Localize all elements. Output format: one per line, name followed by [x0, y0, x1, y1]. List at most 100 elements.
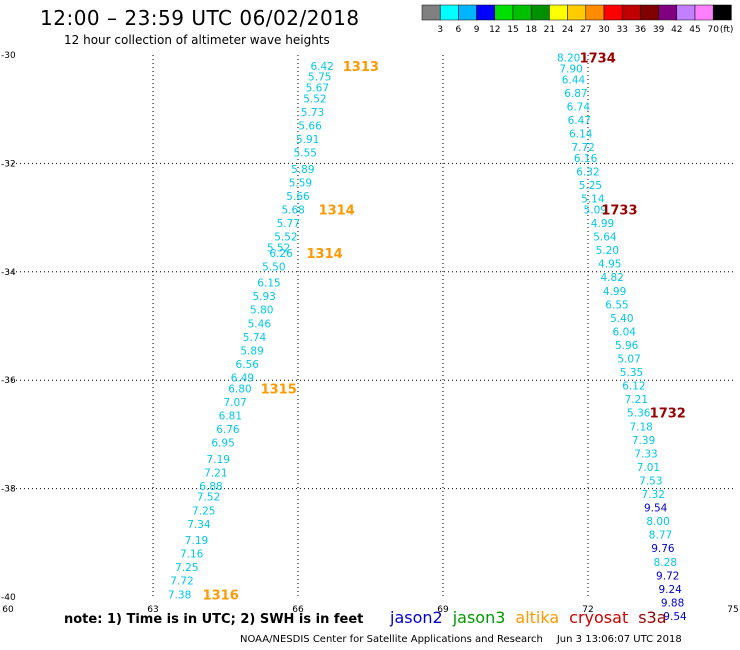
s3a-swh-label: 5.14 — [581, 194, 605, 206]
x-tick-label: 69 — [437, 605, 449, 615]
altika-swh-label: 5.50 — [262, 261, 285, 273]
altika-time-label: 1314 — [319, 203, 355, 218]
altika-swh-label: 5.52 — [267, 242, 290, 254]
y-tick-label: -40 — [1, 593, 16, 603]
s3a-swh-label: 5.36 — [627, 408, 651, 420]
legend-label: 18 — [525, 25, 537, 35]
altika-swh-label: 5.75 — [308, 72, 331, 84]
legend-label: 9 — [474, 25, 480, 35]
satellite-altika: altika — [515, 608, 560, 627]
legend-swatch — [458, 4, 477, 21]
s3a-swh-label: 9.88 — [661, 597, 684, 609]
altika-swh-label: 5.74 — [243, 332, 267, 344]
altika-swh-label: 5.46 — [248, 318, 272, 330]
s3a-swh-label: 6.12 — [622, 381, 645, 393]
legend-label: 33 — [616, 25, 627, 35]
altika-swh-label: 5.67 — [306, 83, 329, 95]
legend-label: 27 — [580, 25, 591, 35]
s3a-swh-label: 6.16 — [574, 153, 598, 165]
s3a-swh-label: 4.99 — [591, 218, 614, 230]
s3a-time-label: 1732 — [650, 407, 686, 422]
altika-swh-label: 5.80 — [250, 305, 273, 317]
altika-swh-label: 7.25 — [175, 562, 198, 574]
credit-line: NOAA/NESDIS Center for Satellite Applica… — [240, 634, 682, 645]
legend-swatch — [421, 4, 441, 21]
altika-swh-label: 6.49 — [231, 372, 254, 384]
legend-swatch — [512, 4, 532, 21]
altika-swh-label: 5.52 — [274, 232, 297, 244]
altika-swh-label: 5.66 — [298, 120, 322, 132]
legend-swatch — [621, 4, 641, 21]
timestamp: Jun 3 13:06:07 UTC 2018 — [556, 634, 682, 645]
altika-swh-label: 5.59 — [289, 177, 312, 189]
legend-swatch — [712, 4, 732, 21]
s3a-swh-label: 5.09 — [584, 204, 607, 216]
altika-swh-label: 7.07 — [223, 397, 246, 409]
s3a-swh-label: 4.82 — [600, 272, 623, 284]
altika-swh-label: 6.80 — [228, 383, 251, 395]
s3a-swh-label: 4.95 — [598, 259, 621, 271]
altika-swh-label: 5.55 — [294, 148, 317, 160]
altika-swh-label: 5.77 — [277, 218, 300, 230]
altika-swh-label: 7.25 — [192, 505, 215, 517]
s3a-swh-label: 7.32 — [642, 489, 665, 501]
y-tick-label: -38 — [1, 485, 16, 495]
legend-label: 3 — [437, 25, 443, 35]
altika-swh-label: 6.76 — [216, 424, 240, 436]
altika-time-label: 1315 — [261, 382, 297, 397]
s3a-swh-label: 7.18 — [629, 421, 652, 433]
altika-swh-label: 7.19 — [185, 535, 208, 547]
legend-swatch — [530, 4, 550, 21]
y-tick-label: -36 — [1, 376, 16, 386]
s3a-swh-label: 5.07 — [617, 354, 640, 366]
legend-swatch — [694, 4, 714, 21]
s3a-swh-label: 9.54 — [644, 503, 668, 515]
legend-label: 36 — [635, 25, 647, 35]
s3a-swh-label: 6.55 — [605, 299, 628, 311]
altika-swh-label: 6.42 — [310, 61, 333, 73]
chart-title: 12:00 – 23:59 UTC 06/02/2018 — [40, 6, 360, 30]
s3a-swh-label: 9.76 — [651, 543, 675, 555]
chart-subtitle: 12 hour collection of altimeter wave hei… — [64, 33, 330, 47]
altika-swh-label: 6.88 — [199, 481, 222, 493]
altika-swh-label: 5.73 — [301, 107, 324, 119]
legend-swatch — [476, 4, 496, 21]
altika-time-label: 1313 — [343, 60, 379, 75]
s3a-swh-label: 5.96 — [615, 340, 639, 352]
legend-swatch — [567, 4, 587, 21]
s3a-time-label: 1734 — [580, 52, 616, 67]
credit-text: NOAA/NESDIS Center for Satellite Applica… — [240, 634, 543, 645]
altika-swh-label: 7.38 — [168, 589, 191, 601]
legend-label: 70 — [707, 25, 719, 35]
legend-label: 21 — [544, 25, 555, 35]
s3a-swh-label: 7.53 — [639, 475, 662, 487]
altika-swh-label: 7.72 — [170, 576, 193, 588]
legend-swatch — [603, 4, 623, 21]
s3a-swh-label: 6.87 — [564, 88, 587, 100]
legend-swatch — [640, 4, 659, 21]
s3a-swh-label: 5.64 — [593, 232, 617, 244]
legend-label: 15 — [507, 25, 518, 35]
altika-swh-label: 5.93 — [252, 291, 275, 303]
s3a-swh-label: 6.14 — [569, 129, 593, 141]
legend-swatch — [549, 4, 568, 21]
y-tick-label: -32 — [1, 159, 16, 169]
altika-swh-label: 7.21 — [204, 467, 227, 479]
s3a-swh-label: 6.32 — [576, 167, 599, 179]
altika-swh-label: 6.56 — [236, 359, 260, 371]
s3a-time-label: 1733 — [601, 203, 637, 218]
s3a-swh-label: 4.99 — [603, 286, 626, 298]
altika-swh-label: 5.52 — [303, 93, 326, 105]
s3a-swh-label: 7.39 — [632, 435, 655, 447]
s3a-swh-label: 5.20 — [596, 245, 619, 257]
legend-swatch — [439, 4, 459, 21]
legend-unit: (ft) — [720, 25, 734, 35]
satellite-jason3: jason3 — [452, 608, 506, 627]
s3a-swh-label: 9.24 — [658, 584, 682, 596]
s3a-swh-label: 5.25 — [579, 180, 602, 192]
legend-swatch — [676, 4, 696, 21]
s3a-swh-label: 6.44 — [562, 74, 586, 86]
altika-swh-label: 7.19 — [207, 454, 230, 466]
altika-time-label: 1314 — [306, 247, 342, 262]
